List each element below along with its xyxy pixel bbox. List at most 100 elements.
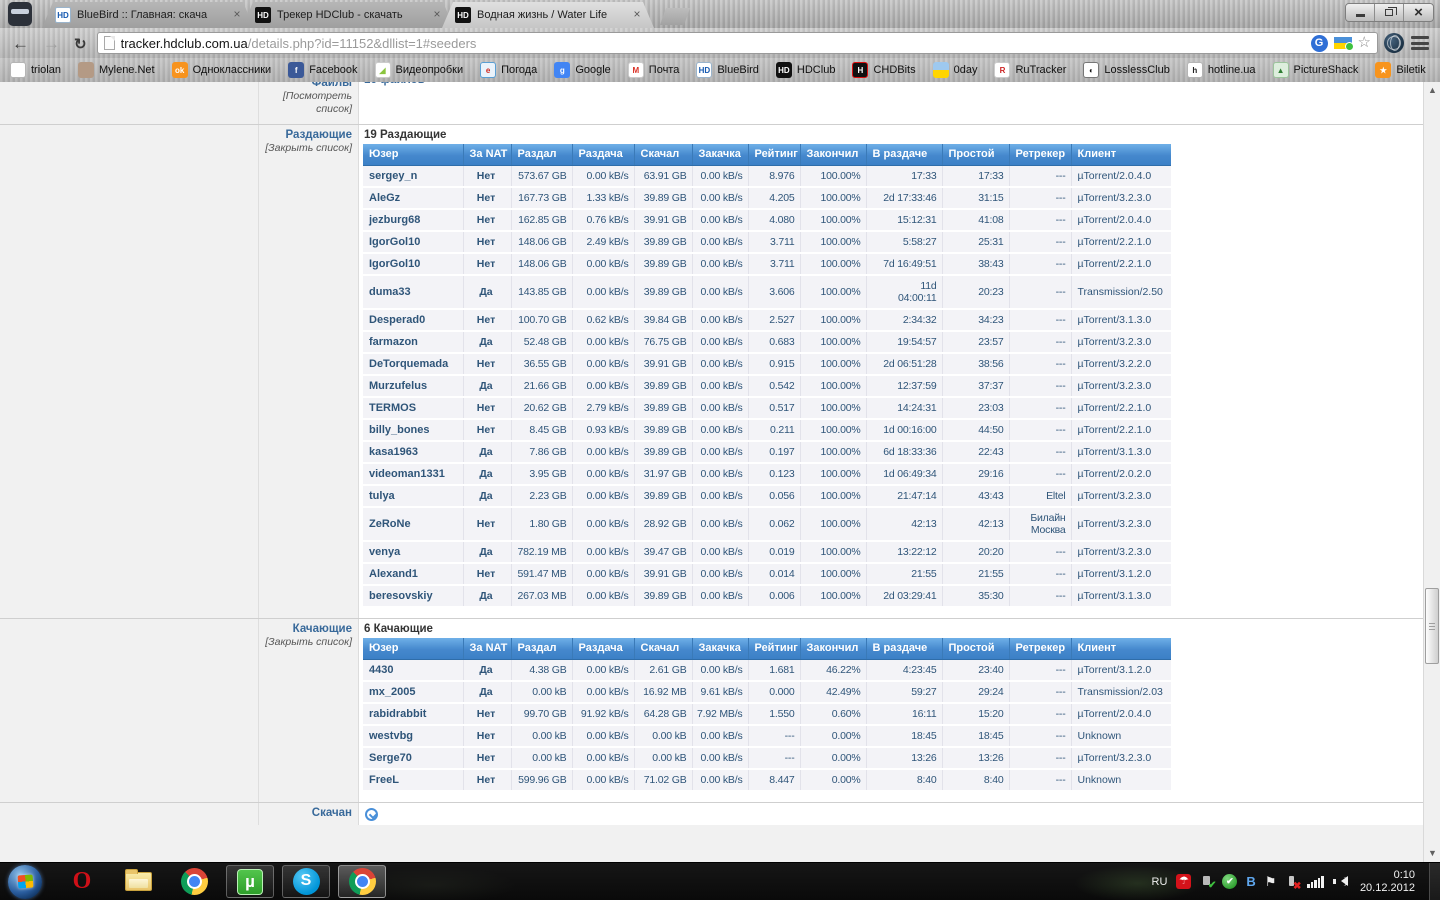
user-link[interactable]: Murzufelus	[363, 375, 464, 398]
client-cell: µTorrent/3.2.3.0	[1071, 331, 1171, 354]
back-button[interactable]	[8, 35, 33, 52]
bluetooth-icon[interactable]: B	[1246, 874, 1256, 889]
taskbar-chrome-active[interactable]	[334, 865, 390, 899]
user-link[interactable]: Desperad0	[363, 309, 464, 332]
column-header: Простой	[942, 144, 1010, 166]
globe-extension-icon[interactable]	[1384, 33, 1404, 53]
user-link[interactable]: kasa1963	[363, 441, 464, 464]
user-link[interactable]: AleGz	[363, 187, 464, 210]
bookmark-star-icon[interactable]	[1358, 34, 1371, 52]
user-link[interactable]: duma33	[363, 275, 464, 310]
downloaded-cell: 39.89 GB	[634, 231, 693, 254]
tab-close-icon[interactable]	[430, 8, 444, 22]
sync-ok-icon[interactable]: ✔	[1222, 874, 1238, 889]
new-tab-button[interactable]	[660, 8, 690, 25]
taskbar-utorrent[interactable]: µ	[222, 865, 278, 899]
user-link[interactable]: rabidrabbit	[363, 703, 464, 726]
forward-button[interactable]	[39, 35, 64, 52]
user-link[interactable]: ZeRoNe	[363, 507, 464, 542]
bookmark-одноклассники[interactable]: ok Одноклассники	[171, 62, 271, 78]
chrome-menu-icon[interactable]	[1410, 35, 1430, 51]
user-link[interactable]: venya	[363, 541, 464, 564]
user-link[interactable]: farmazon	[363, 331, 464, 354]
user-link[interactable]: DeTorquemada	[363, 353, 464, 376]
bookmark-почта[interactable]: M Почта	[627, 62, 679, 78]
usb-icon[interactable]: ✔	[1200, 875, 1216, 891]
bookmark-hdclub[interactable]: HD HDClub	[775, 62, 835, 78]
uploaded-cell: 162.85 GB	[511, 209, 573, 232]
tab[interactable]: HD Водная жизнь / Water Life	[442, 2, 654, 28]
user-link[interactable]: FreeL	[363, 769, 464, 792]
leechers-toggle-link[interactable]: [Закрыть список]	[265, 636, 352, 648]
bookmark-hotline-ua[interactable]: h hotline.ua	[1186, 62, 1256, 78]
tab-close-icon[interactable]	[230, 8, 244, 22]
uploaded-cell: 599.96 GB	[511, 769, 573, 792]
power-disconnected-icon[interactable]: ✖	[1285, 875, 1301, 892]
user-link[interactable]: beresovskiy	[363, 585, 464, 608]
start-button[interactable]	[8, 864, 42, 899]
taskbar-chrome-pinned[interactable]	[166, 865, 222, 899]
bookmark-losslessclub[interactable]: ◐ LosslessClub	[1083, 62, 1170, 78]
language-indicator[interactable]: RU	[1151, 875, 1168, 888]
network-signal-icon[interactable]	[1307, 875, 1324, 888]
user-link[interactable]: westvbg	[363, 725, 464, 748]
user-link[interactable]: TERMOS	[363, 397, 464, 420]
user-link[interactable]: billy_bones	[363, 419, 464, 442]
user-link[interactable]: jezburg68	[363, 209, 464, 232]
volume-icon[interactable]	[1332, 875, 1348, 888]
bookmark-погода[interactable]: e Погода	[480, 62, 537, 78]
clock[interactable]: 0:10 20.12.2012	[1360, 869, 1415, 895]
translate-icon[interactable]: G	[1310, 34, 1328, 52]
user-link[interactable]: IgorGol10	[363, 253, 464, 276]
retracker-cell: ---	[1009, 563, 1072, 586]
uploaded-cell: 99.70 GB	[511, 703, 573, 726]
seeders-toggle-link[interactable]: [Закрыть список]	[265, 142, 352, 154]
tab-close-icon[interactable]	[630, 8, 644, 22]
bookmark-biletik[interactable]: ★ Biletik	[1375, 62, 1426, 78]
taskbar-opera[interactable]: O	[54, 865, 110, 899]
profile-avatar-icon[interactable]	[8, 2, 32, 26]
restore-button[interactable]	[1375, 4, 1404, 21]
bookmark-mylene-net[interactable]: Mylene.Net	[77, 62, 155, 78]
scrollbar[interactable]	[1423, 82, 1440, 862]
taskbar-skype[interactable]: S	[278, 865, 334, 899]
show-desktop-button[interactable]	[1429, 862, 1440, 900]
bookmark-pictureshack[interactable]: ▲ PictureShack	[1272, 62, 1358, 78]
client-cell: µTorrent/2.0.4.0	[1071, 165, 1171, 188]
files-label: Файлы	[311, 82, 352, 89]
tab[interactable]: HD BlueBird :: Главная: скача	[42, 2, 254, 28]
bookmark-triolan[interactable]: triolan	[10, 62, 61, 78]
user-link[interactable]: 4430	[363, 659, 464, 682]
address-bar[interactable]: tracker.hdclub.com.ua/details.php?id=111…	[96, 32, 1378, 54]
user-link[interactable]: Serge70	[363, 747, 464, 770]
user-link[interactable]: Alexand1	[363, 563, 464, 586]
proxy-flag-icon[interactable]	[1333, 37, 1354, 51]
scroll-down-icon[interactable]	[1424, 845, 1440, 862]
user-link[interactable]: sergey_n	[363, 165, 464, 188]
reload-button[interactable]	[70, 35, 91, 52]
url-text[interactable]: tracker.hdclub.com.ua/details.php?id=111…	[121, 36, 1305, 51]
action-center-flag-icon[interactable]: ⚑	[1264, 873, 1277, 889]
user-link[interactable]: videoman1331	[363, 463, 464, 486]
scrollbar-thumb[interactable]	[1425, 588, 1439, 664]
bookmark-google[interactable]: g Google	[554, 62, 611, 78]
user-link[interactable]: tulya	[363, 485, 464, 508]
user-link[interactable]: IgorGol10	[363, 231, 464, 254]
taskbar-explorer[interactable]	[110, 865, 166, 899]
minimize-button[interactable]	[1346, 4, 1375, 21]
bookmark-chdbits[interactable]: H CHDBits	[852, 62, 916, 78]
avira-icon[interactable]: ☂	[1176, 874, 1192, 889]
expand-list-icon[interactable]	[365, 808, 378, 821]
idle-cell: 20:20	[942, 541, 1010, 564]
close-button[interactable]	[1404, 4, 1433, 21]
nat-cell: Нет	[463, 209, 512, 232]
tab[interactable]: HD Трекер HDClub - скачать	[242, 2, 454, 28]
scroll-up-icon[interactable]	[1424, 82, 1440, 99]
files-toggle-link[interactable]: [Посмотреть список]	[282, 90, 352, 115]
bookmark-facebook[interactable]: f Facebook	[288, 62, 358, 78]
bookmark-bluebird[interactable]: HD BlueBird	[696, 62, 759, 78]
bookmark-0day[interactable]: 0day	[932, 62, 977, 78]
bookmark-rutracker[interactable]: R RuTracker	[994, 62, 1066, 78]
bookmark-видеопробки[interactable]: ◢ Видеопробки	[374, 62, 463, 78]
user-link[interactable]: mx_2005	[363, 681, 464, 704]
